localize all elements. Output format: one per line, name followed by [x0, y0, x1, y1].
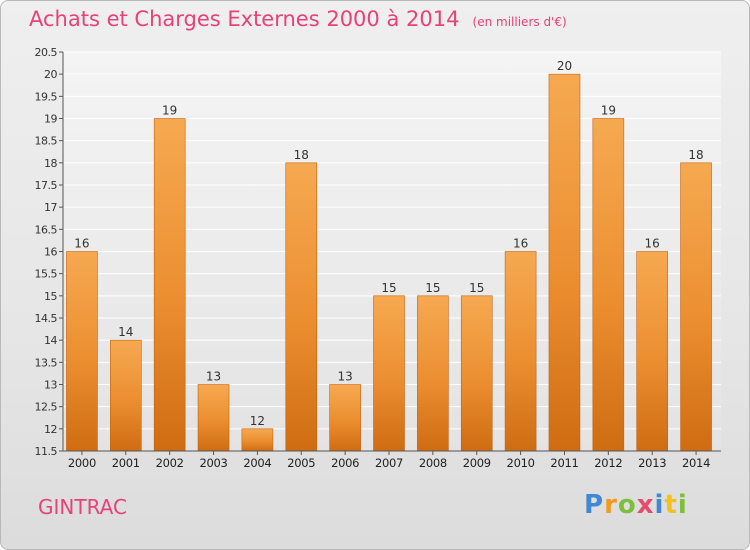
x-tick-label: 2009	[463, 456, 491, 470]
bar-value-label: 13	[337, 370, 352, 384]
commune-name: GINTRAC	[38, 495, 127, 519]
x-tick-label: 2010	[507, 456, 535, 470]
y-tick-label: 16	[44, 246, 57, 259]
bar-value-label: 18	[294, 148, 309, 162]
y-tick-label: 12	[44, 423, 57, 436]
y-tick-label: 12.5	[35, 401, 58, 414]
bar-value-label: 12	[250, 414, 265, 428]
y-tick-label: 14	[44, 334, 57, 347]
bar-2004	[241, 428, 274, 452]
x-tick-label: 2007	[375, 456, 403, 470]
y-tick-label: 13.5	[35, 356, 58, 369]
y-tick-label: 19.5	[35, 90, 58, 103]
bar-value-label: 15	[425, 281, 440, 295]
bar-2007	[373, 295, 405, 452]
x-tick-label: 2012	[594, 456, 622, 470]
bar-value-label: 19	[162, 104, 177, 118]
bar-2014	[680, 162, 712, 452]
y-tick-label: 18	[44, 157, 57, 170]
y-tick-label: 13	[44, 379, 57, 392]
bar-value-label: 20	[557, 59, 572, 73]
x-tick-label: 2000	[68, 456, 96, 470]
y-tick-label: 20.5	[35, 46, 58, 59]
bar-value-label: 13	[206, 370, 221, 384]
bar-2013	[636, 251, 669, 452]
x-tick-label: 2011	[550, 456, 578, 470]
bar-2011	[548, 73, 581, 452]
x-tick-label: 2013	[638, 456, 666, 470]
x-tick-label: 2014	[682, 456, 710, 470]
x-tick-label: 2005	[287, 456, 315, 470]
y-tick-label: 18.5	[35, 135, 58, 148]
bar-2010	[504, 251, 537, 452]
proxiti-logo: Proxiti	[584, 490, 688, 520]
bar-value-label: 18	[688, 148, 703, 162]
y-tick-label: 17.5	[35, 179, 58, 192]
x-tick-label: 2008	[419, 456, 447, 470]
chart-unit: (en milliers d'€)	[472, 15, 567, 29]
bar-value-label: 16	[74, 237, 89, 251]
bar-2008	[417, 295, 449, 452]
x-tick-label: 2003	[199, 456, 227, 470]
y-tick-label: 19	[44, 113, 57, 126]
chart-title-block: Achats et Charges Externes 2000 à 2014 (…	[29, 7, 567, 31]
y-tick-label: 20	[44, 68, 57, 81]
chart-title: Achats et Charges Externes 2000 à 2014	[29, 7, 460, 31]
bar-value-label: 14	[118, 325, 133, 339]
bar-value-label: 15	[381, 281, 396, 295]
bar-2012	[592, 118, 625, 452]
bar-2002	[153, 118, 186, 452]
bar-2006	[329, 384, 361, 452]
y-tick-label: 15.5	[35, 268, 58, 281]
bar-value-label: 15	[469, 281, 484, 295]
x-tick-label: 2006	[331, 456, 359, 470]
x-tick-label: 2004	[243, 456, 271, 470]
bar-2009	[460, 295, 493, 452]
bar-value-label: 16	[645, 237, 660, 251]
y-tick-label: 11.5	[35, 445, 58, 458]
bar-value-label: 19	[601, 104, 616, 118]
x-tick-label: 2002	[156, 456, 184, 470]
y-tick-label: 14.5	[35, 312, 58, 325]
y-tick-label: 17	[44, 201, 57, 214]
y-tick-label: 16.5	[35, 223, 58, 236]
x-tick-label: 2001	[112, 456, 140, 470]
bar-2001	[110, 339, 142, 452]
bar-2005	[285, 162, 318, 452]
bar-2003	[197, 384, 230, 452]
y-tick-label: 15	[44, 290, 57, 303]
bar-value-label: 16	[513, 237, 528, 251]
bar-2000	[66, 251, 98, 452]
